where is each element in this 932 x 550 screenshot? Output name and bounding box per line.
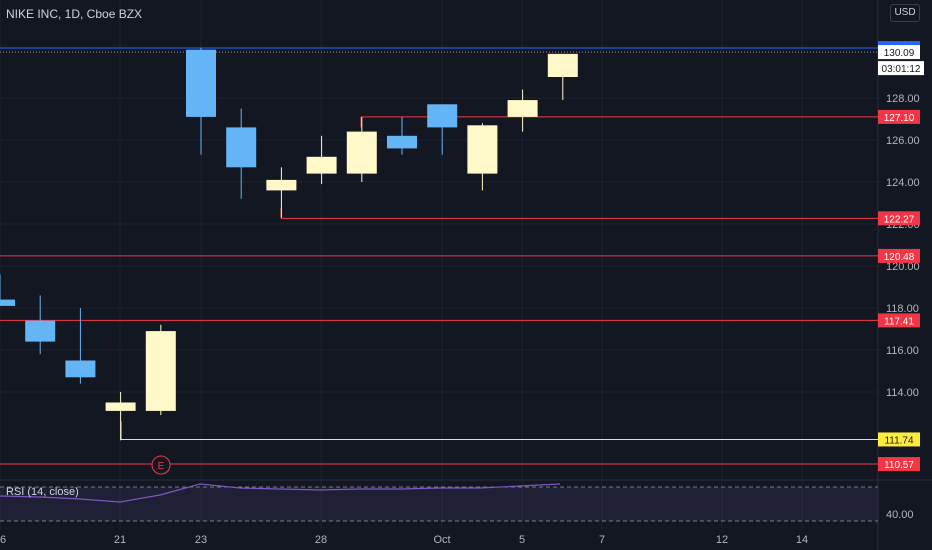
time-tick: 16: [0, 534, 6, 546]
level-label-bg: [878, 109, 920, 124]
price-tick: 118.00: [886, 303, 919, 315]
rsi-line: [0, 483, 561, 503]
price-tick: 126.00: [886, 135, 920, 147]
rsi-label[interactable]: RSI (14, close): [6, 486, 79, 498]
candle-body: [226, 127, 257, 168]
chart-grid: [0, 0, 878, 530]
earnings-circle: [151, 455, 171, 475]
candle-body: [0, 299, 15, 306]
candle[interactable]: [427, 104, 458, 155]
level-label-bg: [878, 313, 920, 328]
candle-body: [105, 402, 136, 411]
level-label: 120.48: [884, 252, 915, 263]
level-label-bg: [878, 432, 920, 447]
candle-body: [346, 131, 377, 174]
level-label-bg: [878, 211, 920, 226]
earnings-letter: E: [158, 461, 165, 472]
level-label-bg: [878, 248, 920, 263]
candle-body: [306, 156, 337, 174]
price-tick: 116.00: [886, 345, 919, 357]
time-tick: 21: [114, 534, 126, 546]
candle[interactable]: [346, 116, 377, 182]
time-tick: 28: [315, 534, 327, 546]
candle[interactable]: [266, 167, 297, 218]
price-tick: 114.00: [886, 387, 919, 399]
candle-body: [145, 331, 176, 411]
time-tick: 12: [716, 534, 728, 546]
candle[interactable]: [25, 295, 56, 355]
candle-body: [387, 135, 417, 149]
candle[interactable]: [306, 135, 337, 185]
candle-body: [467, 125, 498, 174]
time-tick: 14: [796, 534, 808, 546]
time-tick: 7: [599, 534, 605, 546]
level-label-bg: [878, 457, 920, 472]
level-label: 127.10: [884, 113, 915, 124]
time-axis-ticks: 16 21 23 28 Oct 5 7 12 14: [0, 534, 808, 546]
candle-body: [547, 53, 578, 77]
rsi-band: [0, 487, 878, 521]
rsi-pane[interactable]: 40.00: [0, 483, 914, 522]
last-price-label: 130.09: [884, 48, 915, 59]
price-tick: 124.00: [886, 177, 920, 189]
countdown-bg: [878, 61, 924, 76]
symbol-title[interactable]: NIKE INC, 1D, Cboe BZX: [6, 7, 143, 21]
price-axis-ticks: 128.00126.00124.00122.00120.00118.00116.…: [886, 93, 920, 399]
price-tick: 120.00: [886, 261, 920, 273]
candle-body: [266, 179, 297, 191]
candle[interactable]: [0, 274, 15, 306]
price-labels: 130.38127.10122.27120.48117.41111.74110.…: [878, 41, 924, 472]
candle-body: [507, 100, 538, 117]
time-tick: 23: [195, 534, 207, 546]
last-price-bg: [878, 45, 920, 60]
candle[interactable]: [467, 123, 498, 191]
horizontal-levels[interactable]: [0, 47, 878, 465]
currency-button[interactable]: USD: [890, 4, 920, 22]
level-label: 117.41: [884, 316, 914, 327]
candle[interactable]: [105, 392, 136, 441]
time-tick: Oct: [433, 534, 450, 546]
level-label: 110.57: [884, 460, 914, 471]
price-tick: 128.00: [886, 93, 920, 105]
level-label: 122.27: [884, 214, 915, 225]
candle[interactable]: [226, 108, 257, 199]
rsi-tick: 40.00: [886, 509, 914, 521]
earnings-marker[interactable]: E: [151, 455, 171, 475]
candle[interactable]: [387, 116, 417, 155]
candle[interactable]: [507, 89, 538, 132]
candle-body: [25, 320, 56, 342]
candles[interactable]: [0, 47, 578, 441]
candle[interactable]: [145, 324, 176, 416]
countdown-label: 03:01:12: [882, 64, 921, 75]
level-label: 111.74: [884, 435, 914, 446]
time-tick: 5: [519, 534, 525, 546]
candle[interactable]: [65, 308, 96, 384]
candle[interactable]: [547, 53, 578, 101]
candle-body: [65, 360, 96, 378]
candle-body: [186, 49, 216, 117]
candle-body: [427, 104, 458, 128]
candle[interactable]: [186, 47, 216, 155]
